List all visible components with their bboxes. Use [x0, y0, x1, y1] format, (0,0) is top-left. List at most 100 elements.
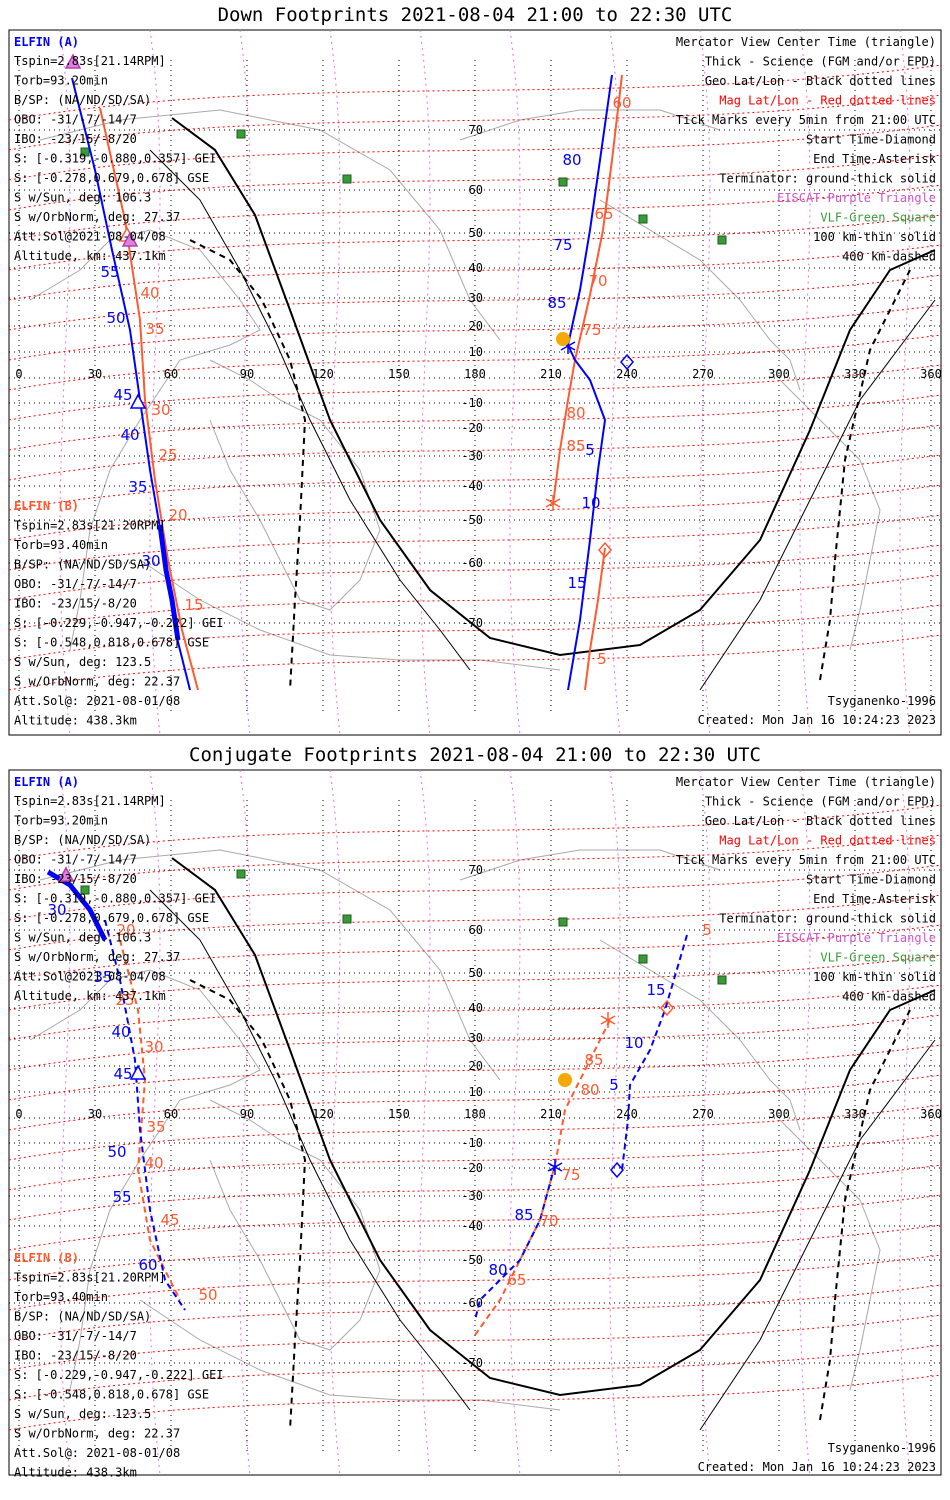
- vlf-station-square: [638, 214, 648, 224]
- legend-entry: Terminator: ground-thick solid: [719, 172, 936, 186]
- elfin-b-info-line: IBO: -23/15/-8/20: [14, 1349, 137, 1363]
- vlf-station-square: [236, 129, 246, 139]
- track-time-label: 35: [146, 1118, 165, 1136]
- lat-tick-label: -10: [461, 1136, 483, 1150]
- mag-meridians: [59, 29, 911, 736]
- conjugate-footprints-map: 0 30 60 90 120 150 180 210 240 270 300 330 360 70 60 50…: [8, 769, 942, 1480]
- center-time-triangle-elfin-a: [129, 393, 147, 409]
- elfin-a-info-line: Torb=93.20min: [14, 814, 108, 828]
- lat-tick-label: -20: [461, 1161, 483, 1175]
- geo-grid: [9, 800, 941, 1455]
- map-frame: [8, 769, 942, 1476]
- mag-meridian: [609, 29, 621, 736]
- track-time-label: 40: [140, 284, 159, 302]
- lon-tick-label: 180: [464, 1107, 486, 1121]
- mag-meridian: [239, 29, 251, 736]
- elfin-a-heading: ELFIN (A): [14, 775, 79, 789]
- elfin-a-info-line: S w/Sun, deg: 106.3: [14, 931, 151, 945]
- mag-meridian: [609, 769, 621, 1476]
- mag-meridian: [699, 29, 711, 736]
- track-time-label: 70: [588, 272, 607, 290]
- elfin-a-science-segment: [157, 524, 181, 641]
- vlf-station-square: [717, 975, 727, 985]
- lat-tick-label: 10: [469, 1085, 483, 1099]
- elfin-b-info-line: B/SP: (NA/ND/SD/SA): [14, 1310, 151, 1324]
- elfin-a-info-line: S: [-0.319,-0.880,0.357] GEI: [14, 892, 216, 906]
- legend-entry: End Time-Asterisk: [813, 152, 937, 166]
- elfin-a-track: [566, 74, 613, 691]
- coastline-0: [29, 969, 261, 1391]
- lat-tick-label: 10: [469, 345, 483, 359]
- track-time-label: 60: [138, 1256, 157, 1274]
- elfin-b-info-line: S: [-0.229,-0.947,-0.222] GEI: [14, 616, 224, 630]
- track-time-label: 50: [107, 1143, 126, 1161]
- terminator-100km: [149, 149, 471, 671]
- lon-tick-label: 360: [920, 367, 942, 381]
- track-time-label: 85: [514, 1206, 533, 1224]
- elfin-a-info-line: Altitude, km: 437.1km: [14, 989, 166, 1003]
- panel-title: Down Footprints 2021-08-04 21:00 to 22:3…: [217, 4, 733, 26]
- lat-tick-label: 70: [469, 863, 483, 877]
- lon-tick-label: 180: [464, 367, 486, 381]
- lon-tick-label: 330: [844, 1107, 866, 1121]
- track-time-label: 15: [567, 574, 586, 592]
- elfin-a-track: [104, 919, 186, 1311]
- track-time-label: 30: [151, 401, 170, 419]
- lat-tick-label: 40: [469, 1001, 483, 1015]
- lon-tick-label: 30: [88, 367, 102, 381]
- panel-title: Conjugate Footprints 2021-08-04 21:00 to…: [189, 744, 761, 766]
- track-time-label: 35: [93, 968, 112, 986]
- mag-meridian: [239, 769, 251, 1476]
- terminator-400km: [189, 239, 307, 691]
- track-time-label: 40: [111, 1023, 130, 1041]
- track-time-label: 10: [581, 494, 600, 512]
- lon-tick-label: 240: [616, 367, 638, 381]
- created-timestamp: Created: Mon Jan 16 10:24:23 2023: [698, 713, 936, 727]
- legend-entry: 400 km-dashed: [842, 990, 936, 1004]
- vlf-station-square: [342, 174, 352, 184]
- elfin-a-info-line: S w/OrbNorm, deg: 27.37: [14, 210, 180, 224]
- track-time-label: 45: [113, 1065, 132, 1083]
- elfin-b-info-line: S: [-0.229,-0.947,-0.222] GEI: [14, 1368, 224, 1382]
- elfin-a-info-line: S: [-0.278,0.679,0.678] GSE: [14, 171, 209, 185]
- legend-entry: VLF-Green Square: [820, 211, 936, 225]
- coastline-1: [39, 109, 501, 341]
- footprint-tracks: [46, 869, 688, 1336]
- lon-tick-label: 240: [616, 1107, 638, 1121]
- mag-meridian: [419, 29, 431, 736]
- elfin-b-info-line: OBO: -31/-7/-14/7: [14, 577, 137, 591]
- coastline-4: [779, 379, 881, 651]
- coastline-1: [39, 849, 501, 1081]
- track-time-label: 80: [566, 404, 585, 422]
- elfin-b-info-line: S w/OrbNorm, deg: 22.37: [14, 1427, 180, 1441]
- lat-tick-label: 60: [469, 923, 483, 937]
- lat-tick-label: -30: [461, 1189, 483, 1203]
- lon-tick-label: 30: [88, 1107, 102, 1121]
- legend-entry: Thick - Science (FGM and/or EPD): [705, 795, 936, 809]
- track-time-label: 80: [488, 1261, 507, 1279]
- mag-meridian: [509, 29, 521, 736]
- lon-tick-label: 0: [15, 367, 22, 381]
- coastline-6: [139, 559, 561, 671]
- asterisk-stroke: [560, 341, 576, 351]
- elfin-b-info: ELFIN (B) Tspin=2.83s[21.20RPM] Torb=93.40…: [14, 1251, 224, 1480]
- eiscat-triangle: [57, 866, 75, 882]
- mag-meridian: [899, 769, 911, 1476]
- elfin-a-info-line: S w/Sun, deg: 106.3: [14, 191, 151, 205]
- created-timestamp: Created: Mon Jan 16 10:24:23 2023: [698, 1460, 936, 1474]
- legend-entry: VLF-Green Square: [820, 951, 936, 965]
- lon-tick-label: 300: [768, 367, 790, 381]
- elfin-b-info-line: S: [-0.548,0.818,0.678] GSE: [14, 1388, 209, 1402]
- lon-tick-label: 300: [768, 1107, 790, 1121]
- track-time-label: 50: [198, 1286, 217, 1304]
- mag-meridians: [59, 769, 911, 1476]
- lat-tick-label: -50: [461, 1253, 483, 1267]
- legend-entry: Mercator View Center Time (triangle): [676, 35, 936, 49]
- elfin-b-info-line: Altitude: 438.3km: [14, 714, 137, 728]
- track-time-label: 40: [120, 426, 139, 444]
- lon-tick-label: 210: [540, 1107, 562, 1121]
- sun-marker: [556, 332, 570, 346]
- lat-tick-label: -20: [461, 421, 483, 435]
- map-frame: [8, 29, 942, 736]
- lon-tick-label: 270: [692, 1107, 714, 1121]
